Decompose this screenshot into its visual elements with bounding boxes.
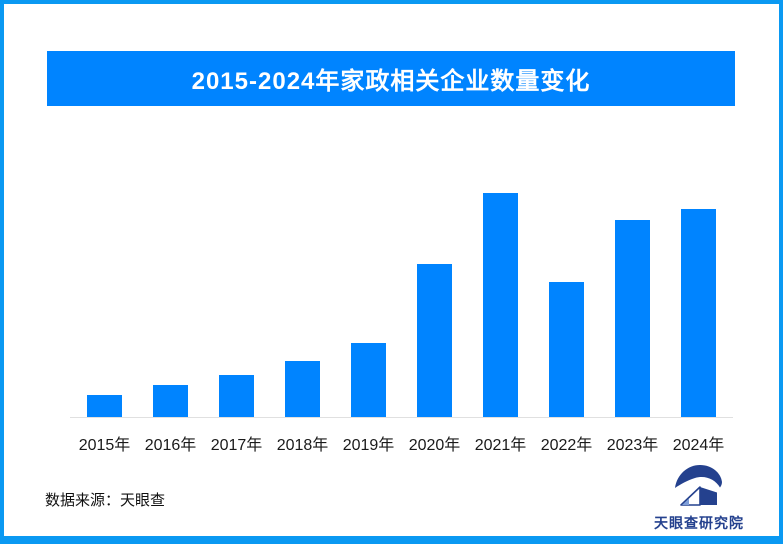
bar-2019: [351, 343, 386, 417]
x-tick-2021: 2021年: [474, 437, 527, 454]
bar-chart-plot-area: [70, 177, 733, 418]
tianyancha-logo-icon: [675, 465, 722, 506]
bar-2018: [285, 361, 320, 417]
tianyancha-logo: 天眼查研究院: [644, 464, 754, 533]
bar-2015: [87, 395, 122, 417]
bar-2020: [417, 264, 452, 417]
x-tick-2023: 2023年: [606, 437, 659, 454]
x-tick-2019: 2019年: [342, 437, 395, 454]
tianyancha-logo-text: 天眼查研究院: [654, 515, 744, 531]
x-axis-labels: 2015年 2016年 2017年 2018年 2019年 2020年 2021年 2022年…: [70, 431, 733, 454]
x-tick-2016: 2016年: [144, 437, 197, 454]
x-tick-2022: 2022年: [540, 437, 593, 454]
bar-2023: [615, 220, 650, 417]
bar-2017: [219, 375, 254, 417]
x-tick-2017: 2017年: [210, 437, 263, 454]
chart-title-banner: 2015-2024年家政相关企业数量变化: [47, 51, 735, 106]
x-tick-2024: 2024年: [672, 437, 725, 454]
bar-2022: [549, 282, 584, 417]
x-tick-2020: 2020年: [408, 437, 461, 454]
x-tick-2015: 2015年: [78, 437, 131, 454]
bar-2024: [681, 209, 716, 417]
chart-title: 2015-2024年家政相关企业数量变化: [191, 68, 591, 95]
bar-2016: [153, 385, 188, 417]
x-tick-2018: 2018年: [276, 437, 329, 454]
bar-2021: [483, 193, 518, 417]
data-source-label: 数据来源：天眼查: [45, 492, 166, 509]
